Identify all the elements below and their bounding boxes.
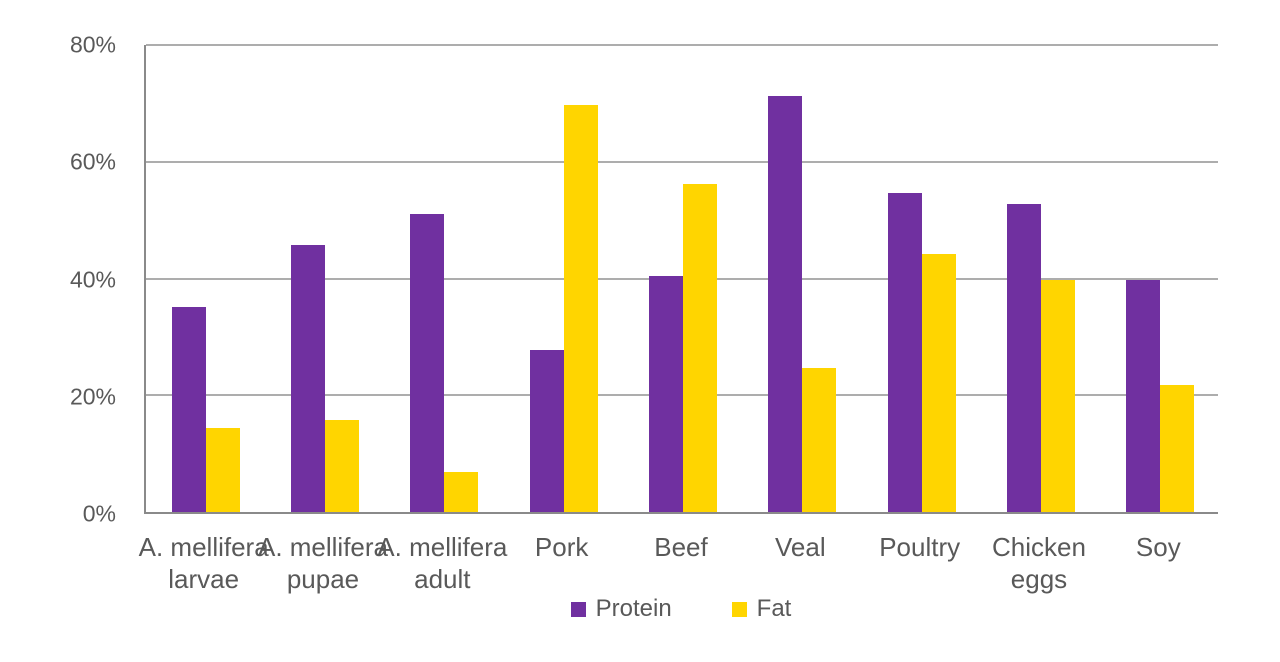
- bar-group: [146, 45, 265, 512]
- bar-group: [981, 45, 1100, 512]
- legend-swatch-fat: [731, 601, 747, 617]
- fat-bar: [563, 104, 598, 512]
- fat-bar: [444, 471, 479, 512]
- protein-bar: [887, 192, 922, 512]
- x-axis: A. mellifera larvae A. mellifera pupae A. …: [139, 531, 1218, 603]
- legend-swatch-protein: [570, 601, 586, 617]
- bar-group: [504, 45, 623, 512]
- bar-groups: [146, 45, 1218, 512]
- y-tick-label: 60%: [69, 148, 116, 175]
- protein-bar: [768, 96, 803, 512]
- legend-item-fat: Fat: [731, 595, 792, 623]
- protein-bar: [290, 245, 325, 512]
- y-tick-label: 80%: [69, 31, 116, 58]
- legend: Protein Fat: [144, 595, 1218, 623]
- legend-item-protein: Protein: [570, 595, 672, 623]
- protein-bar: [410, 214, 445, 512]
- y-tick-label: 0%: [82, 500, 116, 527]
- fat-bar: [682, 183, 717, 512]
- fat-bar: [802, 367, 837, 512]
- protein-bar: [171, 306, 206, 512]
- x-tick-label: Soy: [1135, 532, 1181, 562]
- y-tick-label: 40%: [69, 266, 116, 292]
- legend-label: Fat: [756, 595, 792, 622]
- legend-label: Protein: [595, 595, 672, 622]
- protein-bar: [1126, 279, 1161, 512]
- fat-bar: [1160, 385, 1195, 512]
- fat-bar: [324, 419, 359, 512]
- y-axis: 0% 20% 40% 60% 80%: [0, 32, 116, 527]
- bar-group: [265, 45, 384, 512]
- fat-bar: [1040, 279, 1075, 512]
- bar-group: [862, 45, 981, 512]
- y-tick-label: 20%: [69, 383, 116, 410]
- bar-group: [743, 45, 862, 512]
- bar-group: [385, 45, 504, 512]
- protein-bar: [529, 350, 564, 512]
- x-tick-label: Veal: [775, 532, 826, 562]
- x-tick-label: A. mellifera adult: [377, 532, 508, 595]
- x-tick-label: Beef: [654, 532, 708, 562]
- fat-bar: [921, 253, 956, 512]
- bar-group: [623, 45, 742, 512]
- fat-bar: [205, 427, 240, 512]
- gridline: [146, 44, 1218, 46]
- gridline: [146, 160, 1218, 163]
- x-tick-label: A. mellifera pupae: [257, 532, 389, 595]
- plot-area: [144, 44, 1218, 514]
- x-tick-label: Pork: [534, 532, 589, 562]
- bar-group: [1101, 45, 1220, 512]
- x-tick-label: A. mellifera larvae: [138, 532, 269, 595]
- x-tick-label: Chicken eggs: [992, 532, 1086, 595]
- protein-bar: [648, 275, 683, 512]
- protein-bar: [1006, 203, 1041, 512]
- x-tick-label: Poultry: [879, 532, 961, 562]
